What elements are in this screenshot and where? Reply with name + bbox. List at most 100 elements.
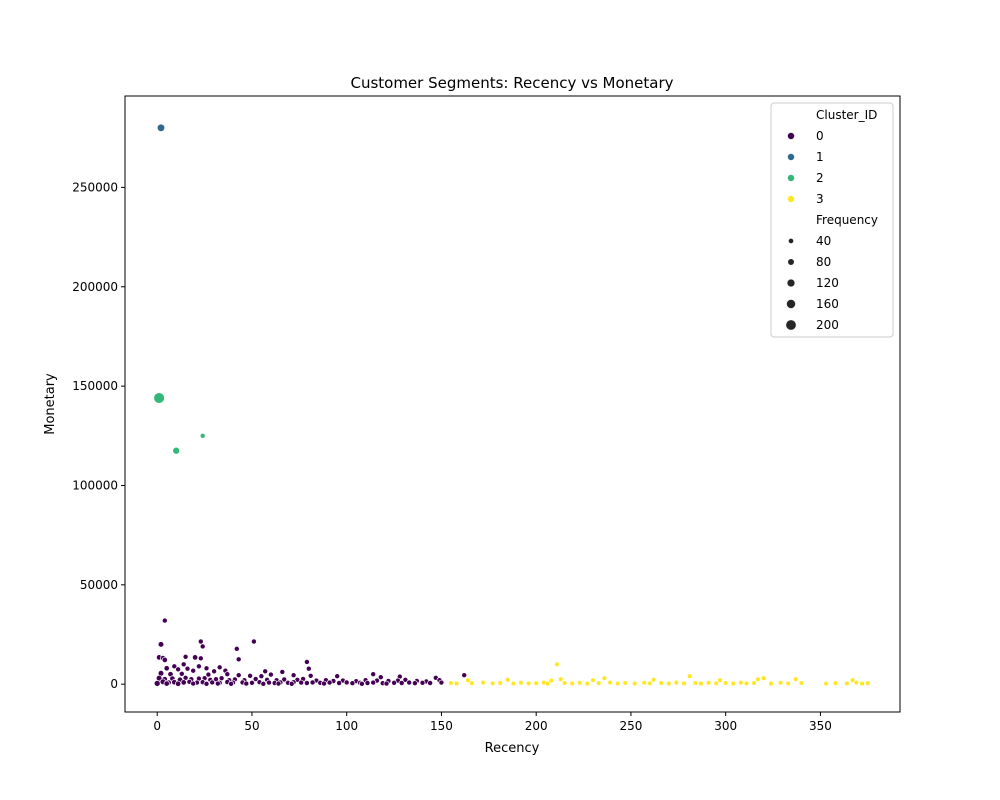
data-point-cluster-0 — [402, 676, 409, 683]
data-point-cluster-0 — [195, 663, 202, 670]
data-point-cluster-0 — [303, 680, 310, 686]
legend-box — [770, 102, 894, 338]
data-point-cluster-0 — [258, 673, 265, 680]
legend-label-cluster-1: 1 — [816, 150, 824, 164]
data-point-cluster-3 — [561, 680, 568, 686]
x-tick-label: 50 — [244, 719, 259, 733]
y-tick-label: 50000 — [80, 578, 118, 592]
data-point-cluster-3 — [650, 677, 657, 683]
data-point-cluster-0 — [307, 672, 314, 679]
data-point-cluster-0 — [175, 666, 182, 673]
data-point-cluster-3 — [601, 675, 608, 681]
data-point-cluster-3 — [469, 680, 475, 686]
y-tick-label: 100000 — [72, 478, 118, 492]
legend-marker-frequency-160 — [786, 299, 796, 309]
data-point-cluster-0 — [233, 645, 240, 652]
data-point-cluster-0 — [249, 679, 255, 686]
x-tick-label: 250 — [619, 719, 642, 733]
legend-marker-cluster-1 — [787, 153, 795, 161]
data-point-cluster-0 — [370, 679, 377, 686]
legend-label-frequency-120: 120 — [816, 276, 839, 290]
data-point-cluster-0 — [235, 672, 242, 679]
data-point-cluster-0 — [180, 661, 187, 668]
data-point-cluster-0 — [163, 665, 170, 672]
data-point-cluster-0 — [235, 656, 242, 663]
data-point-cluster-2 — [172, 446, 181, 455]
data-point-cluster-3 — [533, 680, 539, 686]
data-point-cluster-0 — [370, 671, 377, 678]
data-point-cluster-3 — [730, 680, 737, 687]
data-point-cluster-3 — [722, 680, 729, 686]
data-point-cluster-0 — [336, 680, 343, 686]
data-point-cluster-3 — [641, 680, 647, 686]
data-point-cluster-0 — [153, 680, 161, 687]
data-point-cluster-3 — [658, 680, 664, 686]
data-point-cluster-3 — [577, 680, 583, 686]
data-point-cluster-0 — [161, 656, 168, 663]
x-tick-label: 150 — [430, 719, 453, 733]
data-point-cluster-0 — [275, 680, 282, 687]
data-point-cluster-0 — [216, 664, 223, 671]
data-point-cluster-0 — [281, 676, 288, 683]
x-tick-label: 100 — [335, 719, 358, 733]
legend-size-title: Frequency — [816, 213, 878, 227]
data-point-cluster-0 — [199, 643, 206, 650]
data-point-cluster-0 — [427, 680, 434, 686]
y-tick-label: 200000 — [72, 280, 118, 294]
data-point-cluster-0 — [288, 680, 295, 687]
data-point-cluster-3 — [497, 680, 503, 686]
data-point-cluster-0 — [343, 679, 350, 686]
data-point-cluster-0 — [178, 670, 185, 677]
x-tick-label: 350 — [809, 719, 832, 733]
data-point-cluster-0 — [197, 655, 204, 662]
data-point-cluster-0 — [203, 665, 210, 672]
data-point-cluster-3 — [614, 680, 621, 687]
data-point-cluster-0 — [247, 672, 254, 679]
data-point-cluster-0 — [171, 663, 178, 670]
chart-title: Customer Segments: Recency vs Monetary — [350, 74, 673, 92]
data-point-cluster-3 — [743, 680, 750, 687]
data-point-cluster-3 — [569, 680, 575, 687]
legend-label-frequency-40: 40 — [816, 234, 831, 248]
data-point-cluster-3 — [666, 680, 672, 687]
data-point-cluster-0 — [391, 679, 398, 686]
data-point-cluster-0 — [190, 667, 197, 674]
data-point-cluster-0 — [197, 638, 204, 645]
data-point-cluster-0 — [262, 668, 269, 675]
data-point-cluster-3 — [853, 679, 860, 686]
data-point-cluster-3 — [717, 677, 723, 683]
data-point-cluster-3 — [584, 680, 591, 687]
data-point-cluster-3 — [698, 680, 704, 687]
data-point-cluster-0 — [205, 671, 212, 678]
data-point-cluster-0 — [250, 638, 257, 645]
data-point-cluster-3 — [607, 679, 613, 686]
data-point-cluster-0 — [260, 680, 267, 687]
data-point-cluster-0 — [305, 665, 312, 672]
x-axis-label: Recency — [485, 741, 540, 756]
data-point-cluster-0 — [180, 679, 187, 686]
data-point-cluster-0 — [182, 653, 189, 660]
data-point-cluster-3 — [510, 680, 517, 687]
data-points — [153, 123, 871, 687]
data-point-cluster-0 — [349, 680, 356, 687]
data-point-cluster-0 — [163, 680, 170, 687]
data-point-cluster-3 — [590, 677, 596, 683]
y-axis-ticks: 0 50000 100000 150000 200000 250000 — [72, 180, 125, 691]
data-point-cluster-3 — [798, 680, 805, 686]
legend-hue-title: Cluster_ID — [816, 108, 877, 122]
data-point-cluster-0 — [438, 679, 445, 686]
data-point-cluster-3 — [849, 677, 856, 683]
data-point-cluster-0 — [266, 679, 272, 686]
data-point-cluster-3 — [692, 680, 699, 686]
data-point-cluster-0 — [364, 680, 371, 686]
data-point-cluster-0 — [334, 673, 341, 680]
data-point-cluster-3 — [558, 676, 564, 682]
data-point-cluster-3 — [453, 680, 460, 687]
data-point-cluster-0 — [224, 671, 231, 678]
data-point-cluster-3 — [705, 680, 712, 686]
x-tick-label: 300 — [714, 719, 737, 733]
legend-marker-frequency-200 — [785, 319, 797, 331]
data-point-cluster-0 — [228, 680, 235, 687]
data-point-cluster-3 — [489, 680, 496, 687]
data-point-cluster-3 — [823, 680, 829, 687]
